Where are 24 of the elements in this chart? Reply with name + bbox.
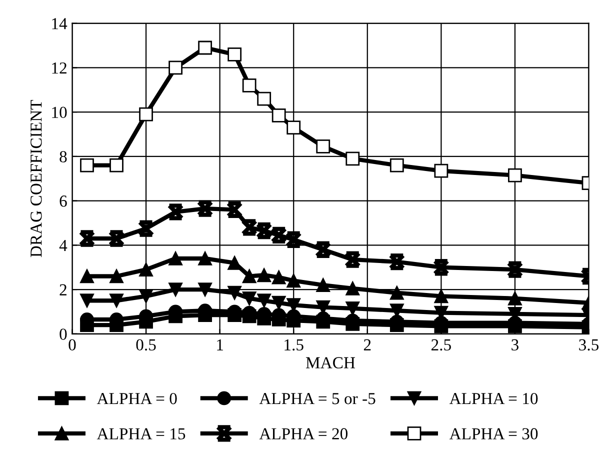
legend-label: ALPHA = 15 — [96, 428, 186, 440]
x-axis-title: MACH — [306, 357, 356, 368]
legend-label: ALPHA = 30 — [449, 428, 538, 440]
x-tick-label: 1 — [217, 339, 223, 350]
legend-label: ALPHA = 0 — [96, 392, 177, 404]
y-tick-label: 0 — [60, 328, 67, 340]
x-tick-label: 2 — [364, 339, 371, 350]
x-tick-label: 0.5 — [136, 339, 156, 351]
y-tick-label: 8 — [60, 151, 67, 162]
y-tick-label: 10 — [52, 106, 67, 118]
x-tick-label: 3 — [512, 339, 518, 350]
legend-label: ALPHA = 5 or -5 — [259, 393, 376, 404]
x-tick-label: 3.5 — [579, 339, 599, 351]
legend-label: ALPHA = 10 — [449, 392, 538, 404]
x-tick-label: 2.5 — [431, 339, 451, 351]
x-tick-label: 1.5 — [284, 339, 304, 351]
y-tick-label: 2 — [60, 284, 66, 296]
y-axis-title: DRAG COEFFICIENT — [30, 100, 42, 258]
y-tick-label: 12 — [52, 62, 66, 74]
x-tick-label: 0 — [68, 339, 76, 350]
legend-label: ALPHA = 20 — [259, 428, 348, 440]
y-tick-label: 6 — [60, 196, 67, 207]
y-tick-label: 4 — [59, 240, 68, 251]
y-tick-label: 14 — [52, 18, 68, 30]
